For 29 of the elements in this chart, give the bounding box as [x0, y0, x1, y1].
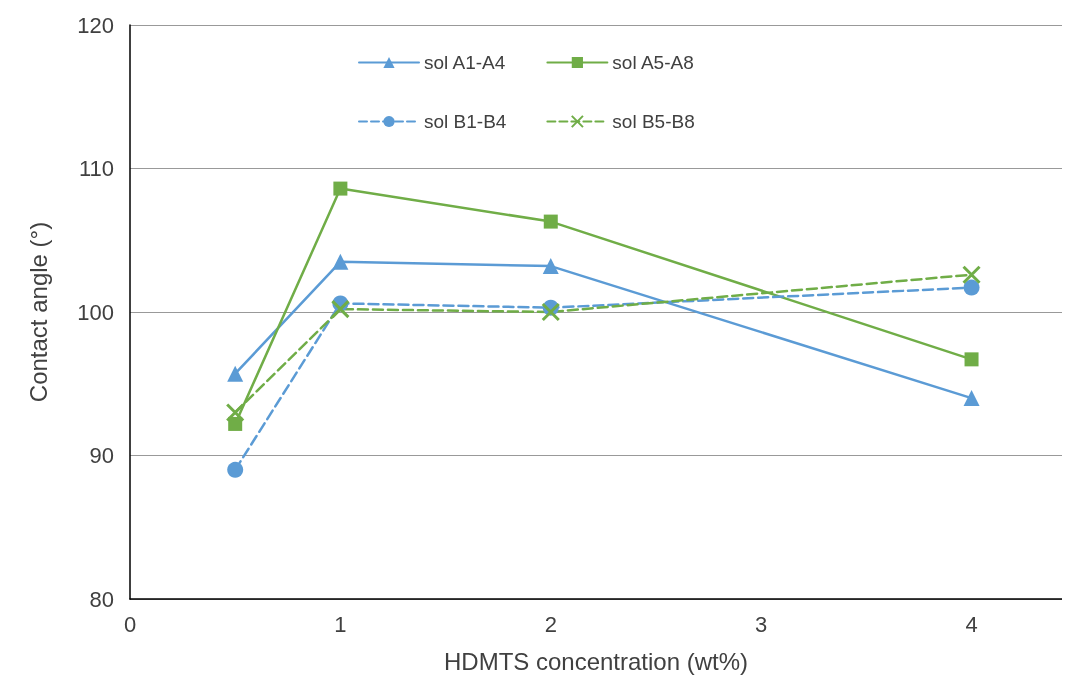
- point: [333, 181, 348, 196]
- legend-label: sol B5-B8: [612, 111, 695, 132]
- point: [964, 352, 979, 367]
- y-axis-title: Contact angle (°): [24, 221, 52, 403]
- point: [963, 279, 980, 296]
- legend-label: sol A1-A4: [424, 52, 506, 73]
- legend-label: sol B1-B4: [424, 111, 507, 132]
- point: [541, 302, 561, 322]
- y-tick-label: 110: [78, 156, 114, 181]
- point: [543, 214, 558, 229]
- point: [227, 461, 244, 478]
- point: [542, 258, 559, 275]
- x-tick-label: 0: [123, 611, 137, 637]
- x-tick-label: 3: [755, 611, 768, 637]
- point: [963, 390, 980, 407]
- x-tick-label: 4: [965, 611, 978, 637]
- point: [330, 299, 350, 319]
- point: [225, 402, 245, 422]
- legend-label: sol A5-A8: [612, 52, 694, 73]
- y-tick-label: 120: [77, 12, 114, 38]
- x-axis-title: HDMTS concentration (wt%): [443, 647, 749, 675]
- point: [332, 253, 349, 270]
- y-tick-label: 80: [89, 586, 114, 612]
- y-tick-label: 100: [77, 299, 114, 325]
- x-tick-label: 2: [544, 611, 557, 637]
- x-tick-label: 1: [334, 611, 347, 637]
- y-tick-label: 90: [89, 443, 114, 468]
- point: [962, 265, 982, 285]
- point: [227, 365, 244, 382]
